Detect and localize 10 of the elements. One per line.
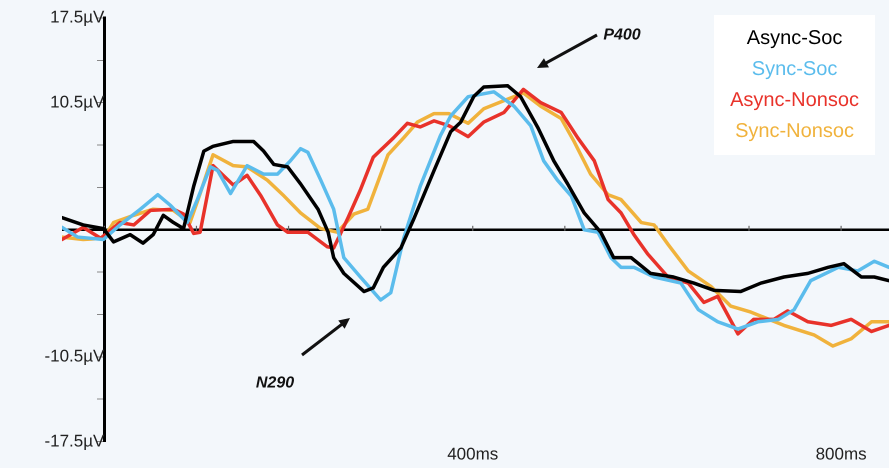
annotation: N290 [256,374,294,392]
text: Async-Nonsoc [730,88,859,113]
annotation: P400 [603,26,641,44]
x-tick-label: 800ms [816,444,867,464]
text: Sync-Soc [750,57,838,82]
text: Sync-Nonsoc [734,119,855,144]
x-tick-label: 400ms [447,444,498,464]
text: Async-Soc [746,26,844,51]
y-tick-label: 17.5µV [50,8,106,27]
y-tick-label: -17.5µV [44,431,106,450]
